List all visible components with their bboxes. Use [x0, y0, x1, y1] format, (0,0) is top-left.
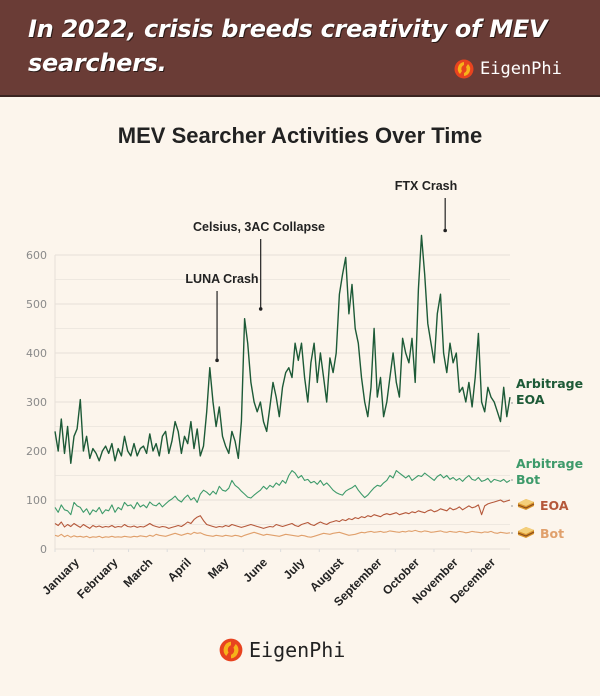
- annotation-dot: [215, 358, 219, 363]
- y-tick-label: 400: [26, 347, 47, 360]
- legend-item-sandwich-eoa: EOA: [516, 497, 569, 515]
- legend-label: EOA: [540, 498, 569, 513]
- legend-label: Arbitrage EOA: [516, 376, 584, 407]
- series-line-sandwich-eoa: [54, 499, 511, 529]
- series-lines: [54, 234, 511, 539]
- eigenphi-logo-footer: EigenPhi: [219, 638, 345, 662]
- annotation-dot: [443, 228, 447, 233]
- series-line-arbitrage-bot: [54, 470, 511, 516]
- annotation-label: FTX Crash: [395, 179, 458, 193]
- x-tick-label: July: [281, 555, 308, 582]
- x-tick-label: May: [205, 555, 232, 582]
- eigenphi-logo-icon: [454, 59, 474, 79]
- legend-item-sandwich-bot: Bot: [516, 525, 564, 543]
- y-tick-label: 300: [26, 396, 47, 409]
- sandwich-icon: [516, 525, 536, 543]
- logo-text: EigenPhi: [249, 638, 346, 662]
- legend-label: Bot: [540, 526, 565, 541]
- y-tick-label: 500: [26, 298, 47, 311]
- series-line-arbitrage-eoa: [54, 234, 511, 464]
- sandwich-icon: [516, 497, 536, 515]
- header-banner: In 2022, crisis breeds creativity of MEV…: [0, 0, 600, 97]
- annotation-label: LUNA Crash: [185, 272, 258, 286]
- series-line-sandwich-bot: [54, 529, 511, 539]
- x-tick-label: February: [74, 555, 120, 601]
- annotation-label: Celsius, 3AC Collapse: [193, 220, 325, 234]
- y-tick-label: 600: [26, 249, 47, 262]
- eigenphi-logo-header: EigenPhi: [454, 59, 562, 79]
- legend-item-arbitrage-bot: Arbitrage Bot: [516, 456, 583, 488]
- x-tick-label: April: [165, 555, 194, 584]
- legend-label: Arbitrage Bot: [516, 456, 584, 487]
- y-tick-label: 0: [40, 543, 47, 556]
- y-axis-ticks: 0 100 200 300 400 500 600: [26, 249, 47, 556]
- legend-item-arbitrage-eoa: Arbitrage EOA: [516, 376, 583, 408]
- eigenphi-logo-icon: [219, 638, 243, 662]
- y-tick-label: 200: [26, 445, 47, 458]
- annotation-dot: [258, 307, 263, 311]
- y-tick-label: 100: [26, 494, 47, 507]
- x-tick-label: March: [120, 555, 155, 590]
- x-tick-label: June: [240, 555, 270, 585]
- logo-text: EigenPhi: [480, 59, 562, 79]
- chart-title: MEV Searcher Activities Over Time: [117, 123, 483, 148]
- annotations: LUNA Crash Celsius, 3AC Collapse FTX Crash: [185, 179, 458, 363]
- headline: In 2022, crisis breeds creativity of MEV…: [28, 15, 548, 77]
- legend-leaders: [511, 402, 514, 534]
